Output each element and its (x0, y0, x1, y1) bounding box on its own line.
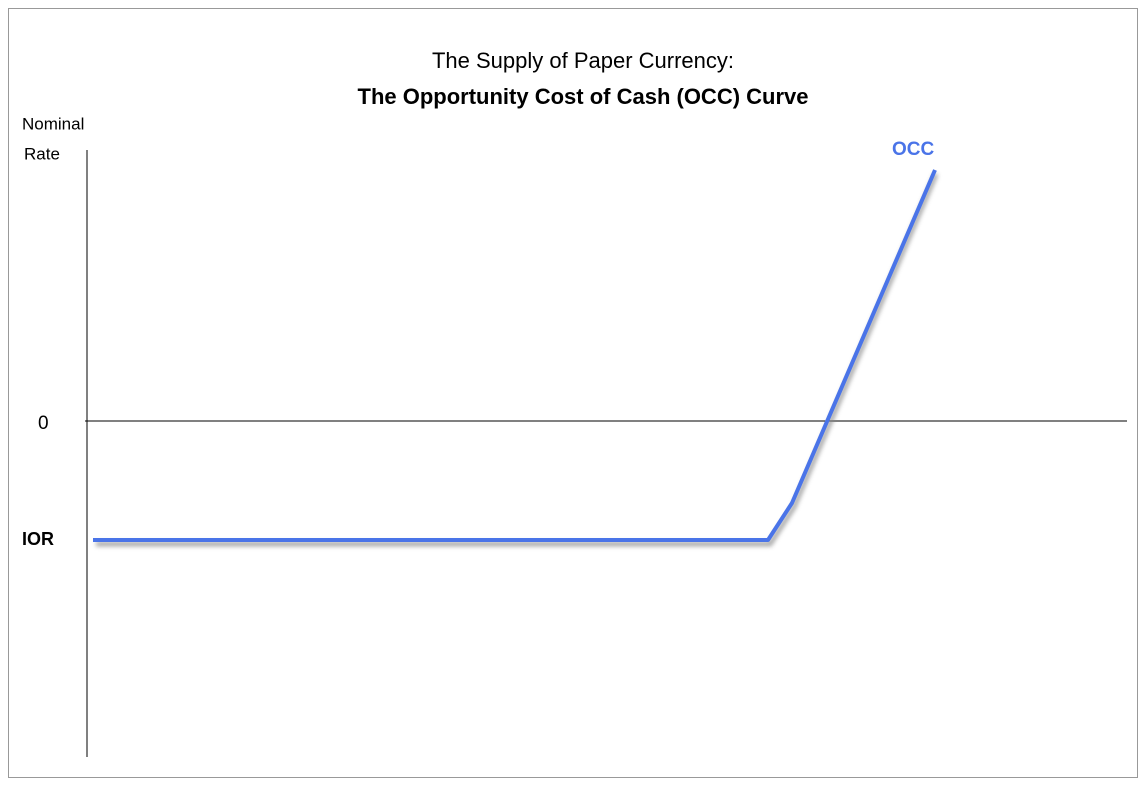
frame (8, 8, 1138, 778)
title-line2: The Opportunity Cost of Cash (OCC) Curve (358, 84, 809, 109)
occ-curve (93, 169, 937, 542)
curve-shadow (96, 173, 939, 547)
curve-label: OCC (892, 139, 935, 160)
title-line1: The Supply of Paper Currency: (432, 48, 734, 73)
zero-label: 0 (38, 413, 49, 434)
y-axis-label: Rate (24, 144, 60, 163)
ior-label: IOR (22, 529, 54, 549)
y-axis-label: Nominal (22, 114, 84, 133)
